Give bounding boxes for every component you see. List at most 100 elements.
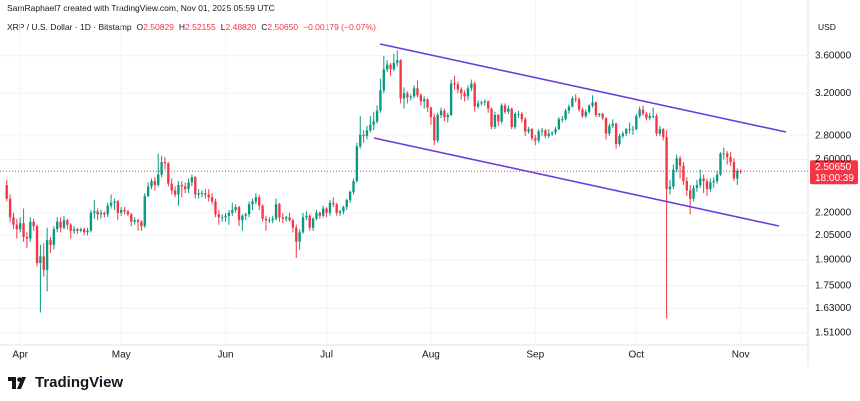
candle-body <box>604 118 608 134</box>
candle-body <box>537 131 540 141</box>
countdown: 18:00:39 <box>815 173 854 184</box>
candle-body <box>500 105 503 122</box>
candle-body <box>224 215 227 218</box>
candle-body <box>513 113 517 127</box>
candle-body <box>271 218 274 221</box>
candle-body <box>322 208 325 216</box>
candle-body <box>564 110 567 120</box>
candle-body <box>732 162 736 179</box>
candle-body <box>140 221 143 227</box>
candle-body <box>449 83 453 115</box>
candle-body <box>352 181 355 192</box>
candle-body <box>705 181 709 190</box>
legend-change: −0.00179 (−0.07%) <box>303 22 376 32</box>
candle-body <box>426 99 429 108</box>
candle-body <box>402 93 406 99</box>
y-tick-label: 2.20000 <box>815 207 852 218</box>
candle-body <box>332 202 335 205</box>
candle-body <box>207 194 210 198</box>
candle-body <box>635 116 638 130</box>
candle-body <box>49 240 52 245</box>
candle-body <box>258 197 261 206</box>
legend-value: 2.48820 <box>225 22 257 32</box>
candle-body <box>261 205 264 219</box>
candle-body <box>315 212 318 219</box>
candle-body <box>369 124 372 131</box>
candle-body <box>204 193 207 195</box>
candle-body <box>167 163 170 184</box>
candle-body <box>722 153 726 155</box>
candle-body <box>264 218 268 221</box>
candle-body <box>416 88 419 96</box>
candle-body <box>66 220 69 225</box>
candle-body <box>146 186 150 196</box>
candle-body <box>274 204 278 219</box>
candle-body <box>476 103 480 107</box>
candle-body <box>702 178 705 182</box>
candle-body <box>15 224 19 230</box>
y-tick-label: 1.75000 <box>815 281 852 292</box>
candle-body <box>375 110 379 122</box>
candle-body <box>116 201 120 213</box>
candle-body <box>19 223 22 230</box>
candle-body <box>109 202 113 206</box>
candle-body <box>103 212 106 215</box>
candle-body <box>618 135 621 144</box>
candle-body <box>709 182 712 190</box>
candle-body <box>392 62 396 70</box>
candle-body <box>648 116 651 119</box>
candle-body <box>628 129 631 130</box>
candle-body <box>662 129 665 138</box>
candle-body <box>190 177 194 183</box>
candle-body <box>89 212 93 231</box>
candle-body <box>631 129 635 130</box>
candle-body <box>540 130 544 132</box>
candle-body <box>534 138 537 141</box>
y-tick-label: 3.20000 <box>815 88 852 99</box>
candle-body <box>611 123 614 126</box>
candle-body <box>79 229 82 231</box>
candle-body <box>608 125 611 134</box>
candle-body <box>325 208 328 213</box>
candle-body <box>520 113 524 120</box>
candle-body <box>247 204 251 215</box>
candle-body <box>281 217 284 219</box>
candle-body <box>210 197 214 202</box>
candle-body <box>412 88 416 97</box>
candle-body <box>153 181 157 186</box>
candle-body <box>82 229 86 233</box>
candle-body <box>483 101 486 103</box>
candle-body <box>217 214 221 218</box>
candle-body <box>547 133 550 136</box>
candle-body <box>5 185 8 199</box>
candle-body <box>227 212 231 216</box>
currency[interactable]: USD <box>818 22 836 32</box>
candle-body <box>436 114 439 141</box>
candle-body <box>614 123 618 144</box>
candle-body <box>221 217 224 219</box>
candle-body <box>678 158 682 166</box>
candle-body <box>170 183 173 191</box>
candle-body <box>486 101 490 109</box>
candle-body <box>726 153 729 158</box>
candle-body <box>695 185 699 188</box>
brand[interactable]: TradingView <box>8 374 123 391</box>
candle-body <box>692 187 695 199</box>
candle-body <box>348 191 352 201</box>
candle-body <box>288 217 291 221</box>
candle-body <box>439 110 443 115</box>
candle-body <box>295 227 298 242</box>
candle-body <box>143 195 146 227</box>
candle-body <box>685 181 688 191</box>
candle-body <box>715 174 719 182</box>
candle-body <box>712 181 715 183</box>
y-tick-label: 1.51000 <box>815 328 852 339</box>
candle-body <box>682 165 685 182</box>
candle-body <box>382 69 385 91</box>
candle-body <box>665 137 668 190</box>
candle-body <box>490 108 493 127</box>
candle-body <box>133 220 136 222</box>
